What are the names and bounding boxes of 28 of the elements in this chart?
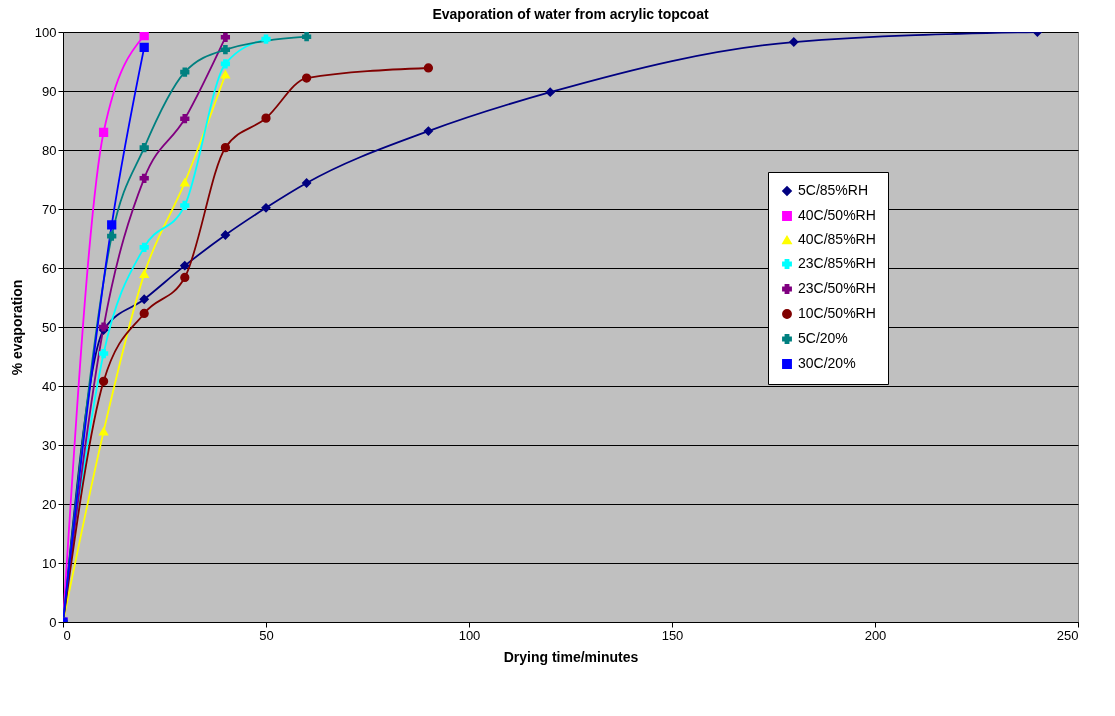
- y-tick-label: 10: [42, 555, 57, 571]
- x-tick-label: 50: [259, 627, 274, 643]
- legend-label: 10C/50%RH: [798, 305, 876, 321]
- y-tick-label: 90: [42, 83, 57, 99]
- y-tick-label: 70: [42, 201, 57, 217]
- x-tick-label: 150: [661, 627, 684, 643]
- y-tick-label: 0: [49, 614, 57, 630]
- x-tick-label: 200: [864, 627, 887, 643]
- y-tick-label: 20: [42, 496, 57, 512]
- y-tick-label: 40: [42, 378, 57, 394]
- legend-label: 5C/85%RH: [798, 182, 869, 198]
- y-tick-label: 50: [42, 319, 57, 335]
- legend-label: 40C/50%RH: [798, 207, 876, 223]
- legend-label: 5C/20%: [798, 330, 848, 346]
- legend-label: 23C/85%RH: [798, 255, 876, 271]
- legend-label: 40C/85%RH: [798, 231, 876, 247]
- legend-label: 23C/50%RH: [798, 280, 876, 296]
- y-tick-label: 80: [42, 142, 57, 158]
- y-tick-label: 60: [42, 260, 57, 276]
- legend-label: 30C/20%: [798, 355, 856, 371]
- y-tick-label: 30: [42, 437, 57, 453]
- x-tick-label: 250: [1056, 627, 1079, 643]
- y-axis-title: % evaporation: [8, 279, 25, 376]
- chart-title: Evaporation of water from acrylic topcoat: [432, 6, 709, 22]
- x-tick-label: 100: [458, 627, 481, 643]
- y-tick-label: 100: [34, 24, 57, 40]
- x-axis-title: Drying time/minutes: [503, 648, 639, 665]
- x-tick-label: 0: [63, 627, 71, 643]
